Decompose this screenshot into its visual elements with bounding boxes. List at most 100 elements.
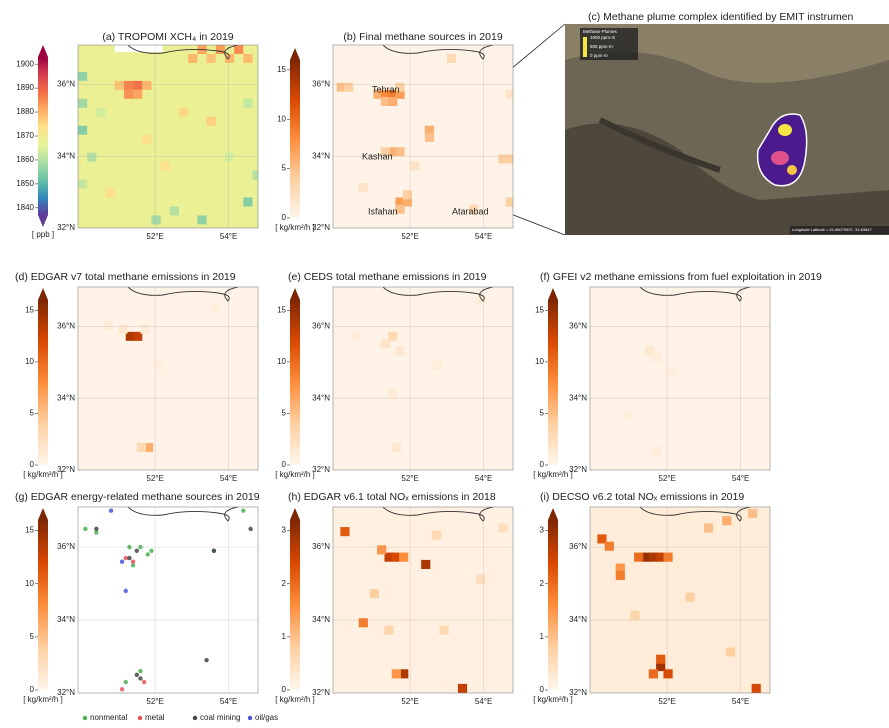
heat-cell [124,81,133,90]
heat-cell [630,611,639,620]
colorbar-tick-label: 1890 [16,83,34,92]
colorbar [548,300,558,465]
point [94,527,98,531]
y-tick-label: 32°N [57,223,75,232]
legend-label: oil/gas [255,713,278,722]
heat-cell [243,99,252,108]
colorbar-tick-label: 5 [540,409,545,418]
map [590,287,770,470]
heat-cell [179,108,188,117]
colorbar-tick-label: 0 [282,460,287,469]
colorbar-label: [ kg/km²/h ] [533,470,573,479]
point [204,658,208,662]
colorbar-tick-label: 1840 [16,203,34,212]
colorbar-tick-label: 3 [282,526,287,535]
colorbar-arrow [38,45,48,57]
point [124,589,128,593]
heat-cell [748,509,757,518]
colorbar-tick-label: 5 [30,409,35,418]
point [135,673,139,677]
heat-cell [392,669,401,678]
colorbar-tick-label: 5 [282,164,287,173]
colorbar-tick-label: 10 [277,357,286,366]
heat-cell [395,147,404,156]
heat-cell [197,215,206,224]
y-tick-label: 36°N [57,80,75,89]
colorbar-tick-label: 15 [25,305,34,314]
colorbar-arrow [548,508,558,520]
colorbar-label: [ kg/km²/h ] [275,470,315,479]
colorbar-tick-label: 0 [30,685,35,694]
heat-cell [118,325,127,334]
colorbar-tick-label: 5 [282,409,287,418]
map-background [333,287,513,470]
x-tick-label: 52°E [146,232,163,241]
heat-cell [498,523,507,532]
heat-cell [395,346,404,355]
colorbar-tick-label: 2 [282,579,287,588]
legend-label: 500 ppm·m [590,44,613,49]
x-tick-label: 52°E [658,474,675,483]
colorbar-tick-label: 0 [282,685,287,694]
colorbar-tick-label: 1870 [16,131,34,140]
map-background [78,45,258,228]
map [333,45,515,228]
colorbar-tick-label: 0 [540,460,545,469]
colorbar-tick-label: 1 [540,632,545,641]
heat-cell [340,527,349,536]
y-tick-label: 34°N [57,151,75,160]
heat-cell [506,154,515,163]
y-tick-label: 34°N [57,615,75,624]
x-tick-label: 52°E [401,697,418,706]
point [149,549,153,553]
y-tick-label: 34°N [312,615,330,624]
heat-cell [605,542,614,551]
colorbar-tick-label: 1880 [16,107,34,116]
map-background [333,45,513,228]
legend-marker [193,716,197,720]
heat-cell [704,523,713,532]
heat-cell [151,215,160,224]
panel-title: (c) Methane plume complex identified by … [588,11,853,23]
colorbar-tick-label: 10 [25,357,34,366]
x-tick-label: 54°E [475,232,492,241]
panel-title: (h) EDGAR v6.1 total NOₓ emissions in 20… [288,491,496,503]
heat-cell [623,411,632,420]
x-tick-label: 52°E [401,474,418,483]
point [120,560,124,564]
heat-cell [752,684,761,693]
colorbar [548,520,558,690]
map [590,507,770,693]
panel-title: (a) TROPOMI XCH₄ in 2019 [102,31,233,43]
place-label: Kashan [362,151,393,161]
colorbar-tick-label: 0 [282,213,287,222]
map-background [590,507,770,693]
colorbar-label: [ kg/km²/h ] [23,470,63,479]
colorbar-arrow [38,215,48,227]
colorbar-label: [ kg/km²/h ] [275,223,315,232]
x-tick-label: 54°E [475,697,492,706]
heat-cell [78,99,87,108]
colorbar-tick-label: 3 [540,526,545,535]
map-background [590,287,770,470]
colorbar-tick-label: 15 [25,526,34,535]
heat-cell [207,117,216,126]
colorbar-tick-label: 0 [540,685,545,694]
heat-cell [87,153,96,162]
colorbar-tick-label: 0 [30,460,35,469]
heat-cell [388,389,397,398]
heat-cell [384,626,393,635]
heat-cell [726,647,735,656]
point [124,680,128,684]
heat-cell [170,206,179,215]
x-tick-label: 54°E [732,474,749,483]
heat-cell [106,189,115,198]
y-tick-label: 32°N [312,223,330,232]
y-tick-label: 36°N [57,322,75,331]
x-tick-label: 54°E [475,474,492,483]
y-tick-label: 34°N [57,393,75,402]
heat-cell [377,545,386,554]
colorbar-label: [ ppb ] [32,230,54,239]
heat-cell [652,353,661,362]
colorbar-tick-label: 1900 [16,59,34,68]
